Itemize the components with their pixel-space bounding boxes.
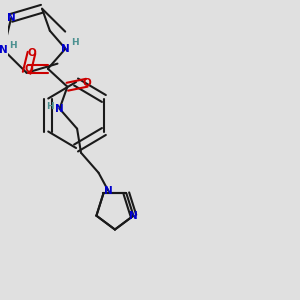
Text: O: O bbox=[82, 78, 91, 88]
Text: O: O bbox=[24, 64, 33, 74]
Text: N: N bbox=[129, 211, 138, 221]
Text: N: N bbox=[61, 44, 70, 54]
Text: N: N bbox=[7, 13, 16, 23]
Text: N: N bbox=[0, 45, 8, 55]
Text: H: H bbox=[9, 41, 17, 50]
Text: H: H bbox=[46, 102, 54, 111]
Text: O: O bbox=[27, 48, 36, 58]
Text: N: N bbox=[104, 186, 112, 196]
Text: N: N bbox=[55, 104, 64, 114]
Text: H: H bbox=[71, 38, 79, 47]
